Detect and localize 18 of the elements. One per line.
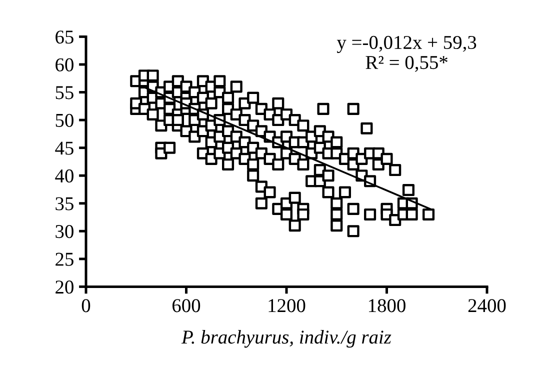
- y-tick-label: 35: [56, 197, 74, 210]
- y-tick-label: 45: [55, 142, 74, 155]
- x-tick-label: 1200: [268, 299, 306, 312]
- y-tick-label: 40: [55, 169, 74, 183]
- x-tick-label: 600: [172, 299, 200, 312]
- y-tick-label: 55: [56, 86, 74, 100]
- y-tick-label: 20: [56, 280, 74, 294]
- y-tick-label: 65: [56, 30, 74, 44]
- y-tick-label: 50: [56, 114, 74, 127]
- x-tick-label: 2400: [468, 299, 506, 312]
- x-tick-label: 0: [82, 299, 90, 312]
- x-axis-title: P. brachyurus, indiv./g raiz: [181, 330, 392, 348]
- y-tick-label: 30: [56, 224, 74, 238]
- annotation: R² = 0,55*: [366, 56, 448, 72]
- x-tick-label: 1800: [369, 299, 406, 312]
- y-tick-label: 60: [56, 58, 74, 72]
- annotation: y =-0,012x + 59,3: [336, 36, 476, 54]
- y-tick-label: 25: [56, 252, 74, 266]
